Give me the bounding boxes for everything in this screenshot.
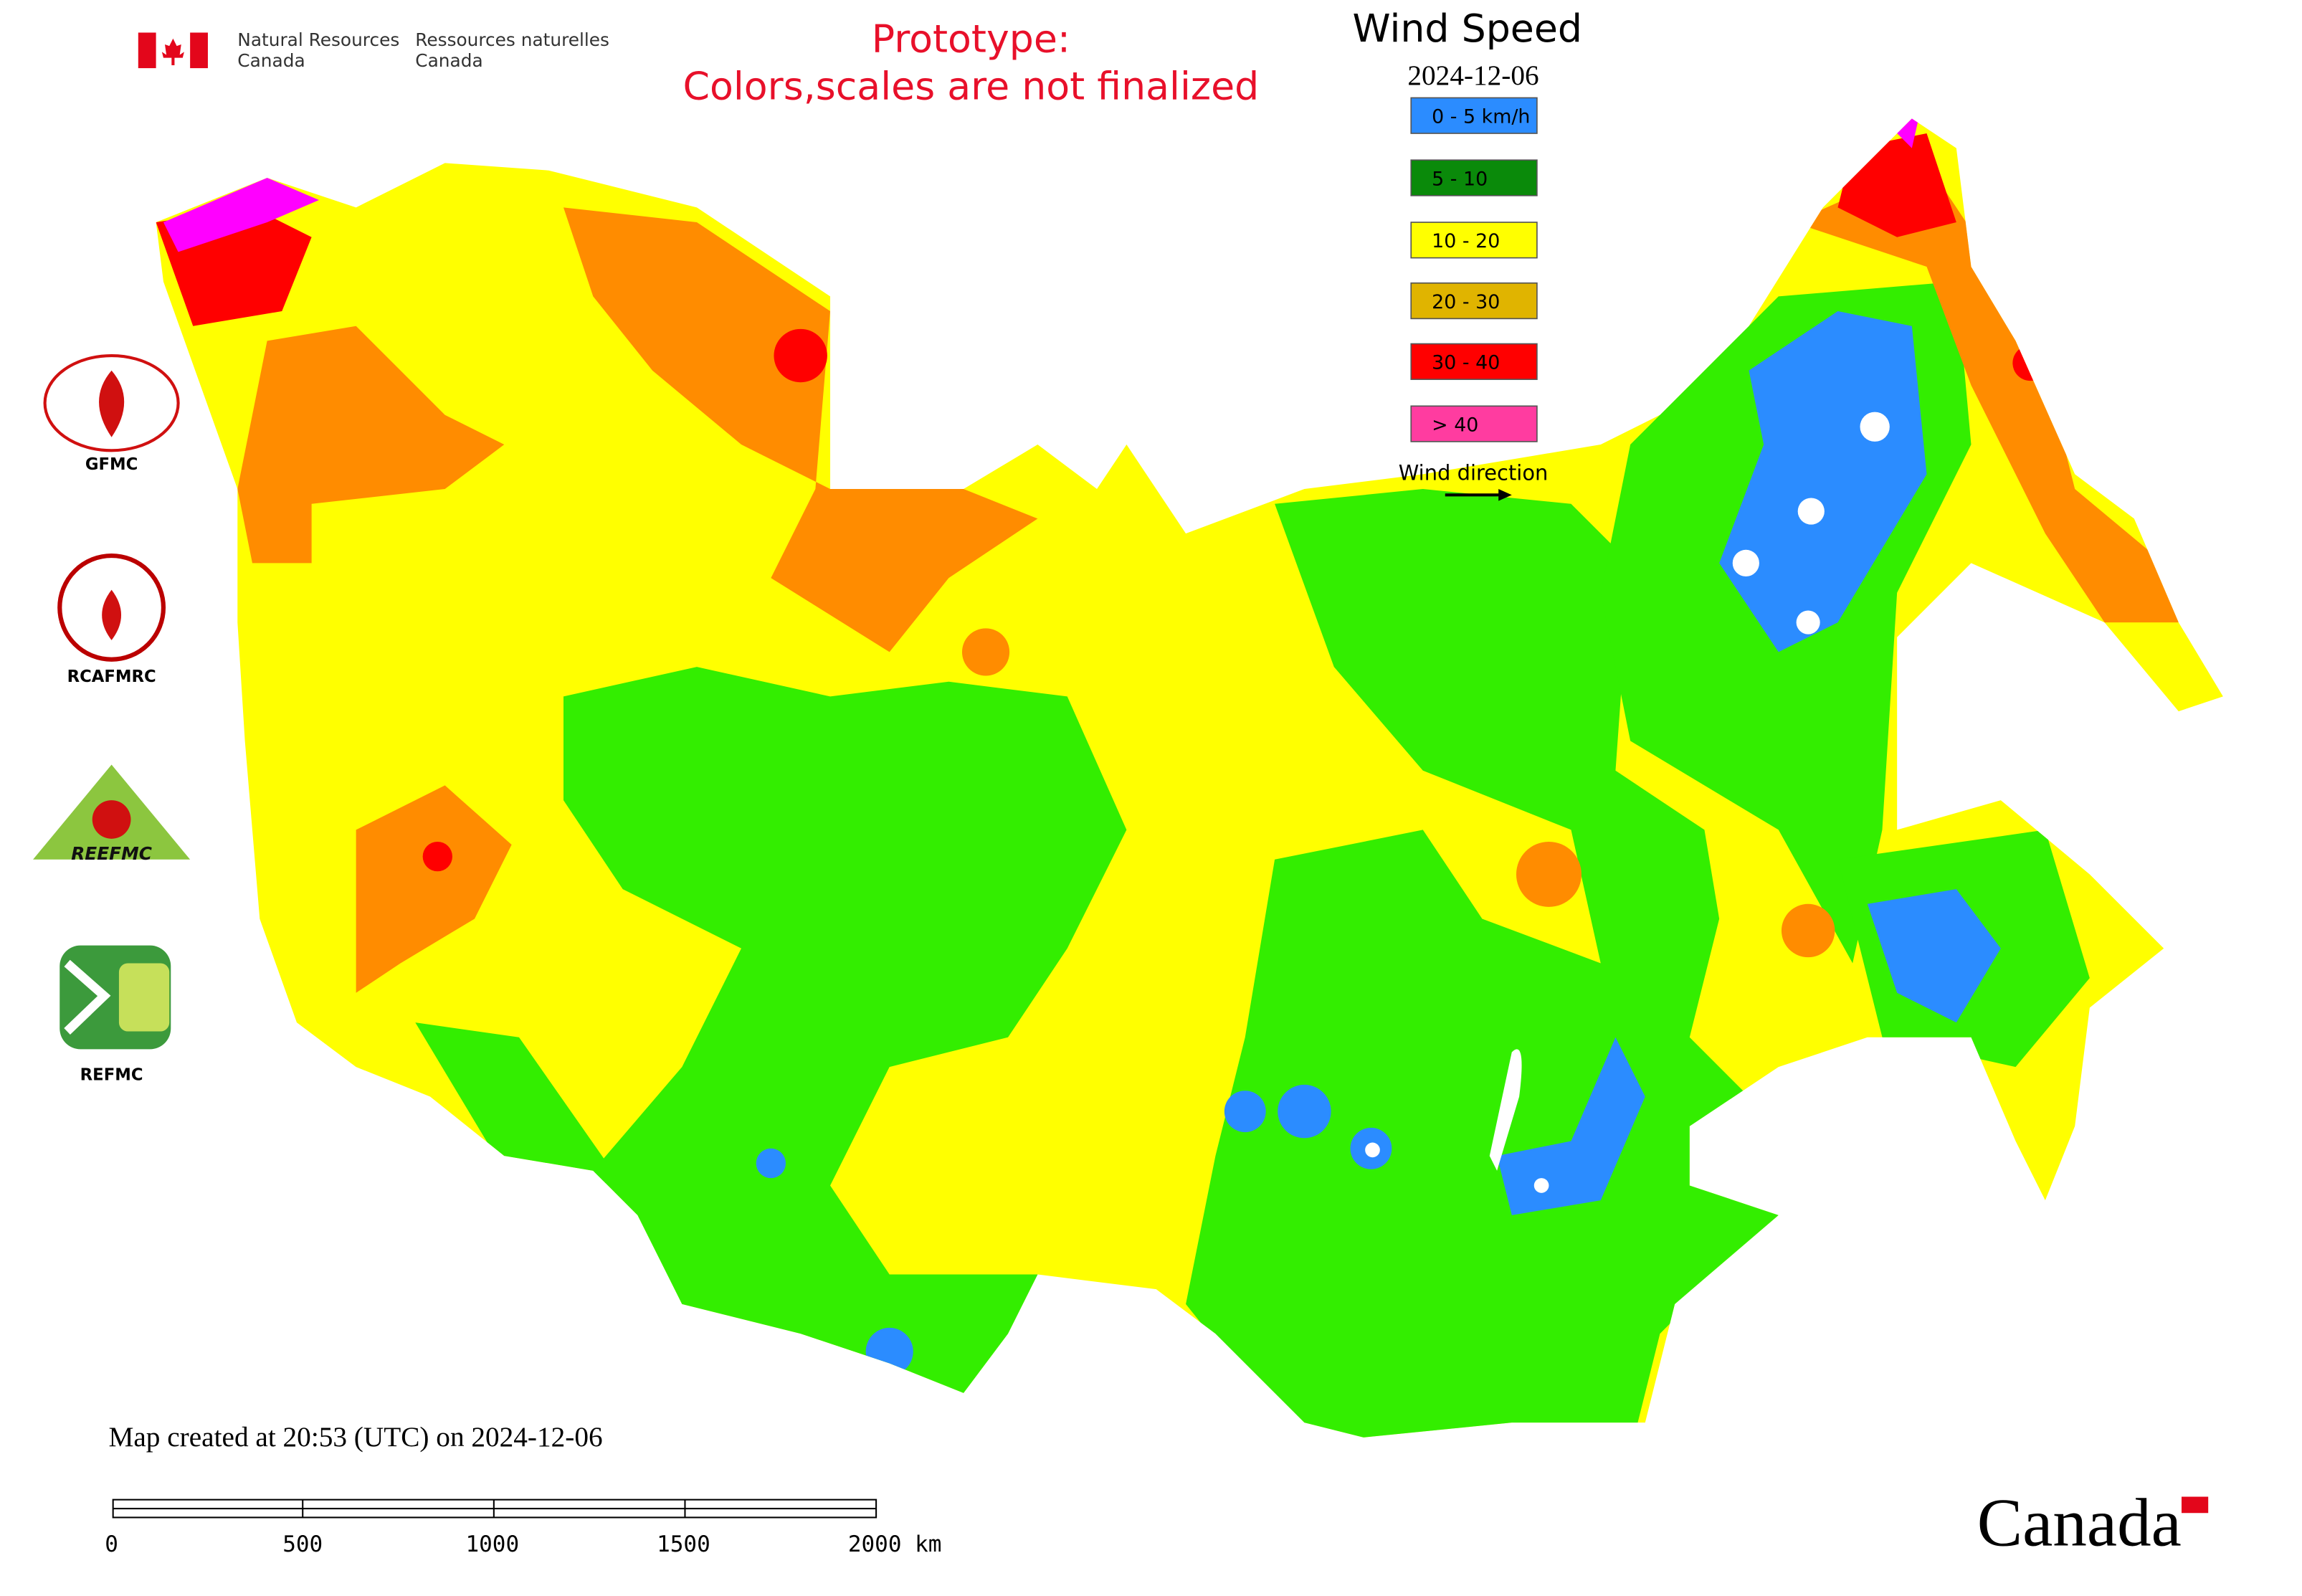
scale-label: 500 bbox=[282, 1531, 323, 1557]
legend-swatch bbox=[1410, 405, 1538, 442]
flag-leaf bbox=[161, 38, 184, 65]
legend-swatch bbox=[1410, 343, 1538, 380]
legend: 0 - 5 km/h 5 - 10 10 - 20 20 - 30 30 - 40 > 4… bbox=[1410, 97, 1538, 442]
legend-title: Wind Speed bbox=[1353, 6, 1582, 51]
refmc-emblem bbox=[118, 963, 170, 1032]
lake bbox=[1489, 1049, 1522, 1171]
gfmc-flame bbox=[99, 370, 125, 437]
logo-label: GFMC bbox=[85, 455, 138, 474]
logo-label: RCAFMRC bbox=[67, 668, 156, 686]
legend-label: 0 - 5 km/h bbox=[1432, 106, 1530, 128]
scale-label: 1500 bbox=[657, 1531, 710, 1557]
department-fr: Ressources naturelles bbox=[415, 29, 609, 50]
legend-swatch bbox=[1410, 222, 1538, 259]
canada-wordmark: Canada bbox=[1977, 1485, 2182, 1561]
legend-date: 2024-12-06 bbox=[1407, 60, 1538, 91]
scale-label: 1000 bbox=[465, 1531, 519, 1557]
legend-swatch bbox=[1410, 97, 1538, 134]
scale-label: 0 bbox=[105, 1531, 118, 1557]
flag-bar bbox=[190, 32, 208, 69]
department-en: Canada bbox=[237, 50, 305, 71]
notice: Colors,scales are not finalized bbox=[682, 63, 1259, 108]
department-en: Natural Resources bbox=[237, 29, 399, 50]
rcafmrc-flame bbox=[102, 589, 122, 640]
legend-label: 10 - 20 bbox=[1432, 230, 1500, 252]
legend-label: > 40 bbox=[1432, 414, 1478, 436]
flag-bar bbox=[138, 32, 156, 69]
created-note: Map created at 20:53 (UTC) on 2024-12-06 bbox=[108, 1422, 602, 1453]
legend-swatch bbox=[1410, 282, 1538, 320]
legend-label: 20 - 30 bbox=[1432, 291, 1500, 313]
department-fr: Canada bbox=[415, 50, 482, 71]
direction-arrow-head bbox=[1498, 489, 1512, 501]
direction-label: Wind direction bbox=[1399, 461, 1549, 485]
logo-label: REEFMC bbox=[71, 843, 152, 864]
notice: Prototype: bbox=[872, 16, 1070, 61]
legend-swatch bbox=[1410, 159, 1538, 196]
logo-label: REFMC bbox=[80, 1066, 143, 1085]
scale-label: 2000 km bbox=[848, 1531, 942, 1557]
refmc-sigma bbox=[64, 959, 111, 1035]
legend-label: 5 - 10 bbox=[1432, 168, 1488, 190]
reefmc-emblem bbox=[92, 800, 131, 839]
wordmark-flag bbox=[2181, 1496, 2209, 1514]
legend-label: 30 - 40 bbox=[1432, 352, 1500, 374]
